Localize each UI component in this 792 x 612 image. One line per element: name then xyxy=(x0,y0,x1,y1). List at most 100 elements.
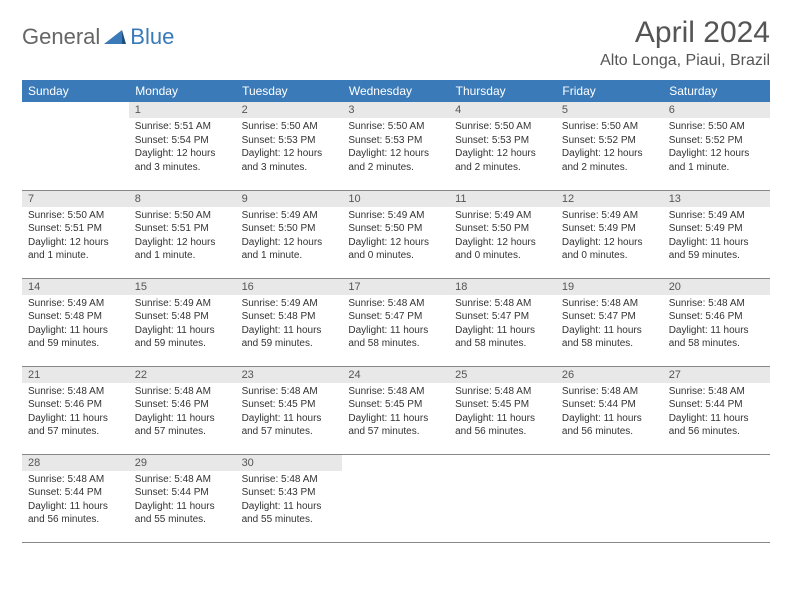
sunrise-text: Sunrise: 5:48 AM xyxy=(455,385,550,399)
daylight-text: Daylight: 11 hours and 58 minutes. xyxy=(348,324,443,351)
calendar-day-cell: 10Sunrise: 5:49 AMSunset: 5:50 PMDayligh… xyxy=(342,190,449,278)
calendar-day-cell: 19Sunrise: 5:48 AMSunset: 5:47 PMDayligh… xyxy=(556,278,663,366)
sunset-text: Sunset: 5:46 PM xyxy=(135,398,230,412)
calendar-day-cell: 22 Sunrise: 5:48 AMSunset: 5:46 PMDayligh… xyxy=(129,366,236,454)
day-body: Sunrise: 5:48 AMSunset: 5:44 PMDaylight:… xyxy=(22,471,129,531)
sunset-text: Sunset: 5:52 PM xyxy=(669,134,764,148)
sunrise-text: Sunrise: 5:48 AM xyxy=(28,473,123,487)
daylight-text: Daylight: 11 hours and 56 minutes. xyxy=(28,500,123,527)
sunrise-text: Sunrise: 5:49 AM xyxy=(242,209,337,223)
calendar-day-cell: 16 Sunrise: 5:49 AMSunset: 5:48 PMDayligh… xyxy=(236,278,343,366)
day-body: Sunrise: 5:51 AMSunset: 5:54 PMDaylight:… xyxy=(129,118,236,178)
day-body: Sunrise: 5:49 AMSunset: 5:49 PMDaylight:… xyxy=(556,207,663,267)
day-body: Sunrise: 5:48 AMSunset: 5:46 PMDaylight:… xyxy=(663,295,770,355)
day-body: Sunrise: 5:50 AMSunset: 5:51 PMDaylight:… xyxy=(129,207,236,267)
day-body: Sunrise: 5:50 AMSunset: 5:53 PMDaylight:… xyxy=(449,118,556,178)
day-number: 12 xyxy=(556,191,663,207)
day-number: 9 xyxy=(236,191,343,207)
calendar-day-cell: 24Sunrise: 5:48 AMSunset: 5:45 PMDayligh… xyxy=(342,366,449,454)
day-number: 3 xyxy=(342,102,449,118)
day-number: 22 xyxy=(129,367,236,383)
day-number: 17 xyxy=(342,279,449,295)
sunset-text: Sunset: 5:46 PM xyxy=(28,398,123,412)
title-block: April 2024 Alto Longa, Piaui, Brazil xyxy=(600,16,770,70)
calendar-day-cell: 17Sunrise: 5:48 AMSunset: 5:47 PMDayligh… xyxy=(342,278,449,366)
day-body: Sunrise: 5:48 AMSunset: 5:47 PMDaylight:… xyxy=(449,295,556,355)
sunset-text: Sunset: 5:48 PM xyxy=(28,310,123,324)
sunset-text: Sunset: 5:49 PM xyxy=(669,222,764,236)
calendar-day-cell: 8Sunrise: 5:50 AMSunset: 5:51 PMDaylight… xyxy=(129,190,236,278)
calendar-day-cell: 27Sunrise: 5:48 AMSunset: 5:44 PMDayligh… xyxy=(663,366,770,454)
sunset-text: Sunset: 5:45 PM xyxy=(242,398,337,412)
day-body: Sunrise: 5:49 AMSunset: 5:50 PMDaylight:… xyxy=(449,207,556,267)
daylight-text: Daylight: 11 hours and 57 minutes. xyxy=(28,412,123,439)
daylight-text: Daylight: 12 hours and 2 minutes. xyxy=(455,147,550,174)
day-number: 2 xyxy=(236,102,343,118)
calendar-week-row: 1Sunrise: 5:51 AMSunset: 5:54 PMDaylight… xyxy=(22,102,770,190)
day-body: Sunrise: 5:48 AMSunset: 5:45 PMDaylight:… xyxy=(342,383,449,443)
sunset-text: Sunset: 5:51 PM xyxy=(28,222,123,236)
day-number: 23 xyxy=(236,367,343,383)
calendar-day-cell: 15Sunrise: 5:49 AMSunset: 5:48 PMDayligh… xyxy=(129,278,236,366)
calendar-day-cell: 14Sunrise: 5:49 AMSunset: 5:48 PMDayligh… xyxy=(22,278,129,366)
daylight-text: Daylight: 12 hours and 3 minutes. xyxy=(242,147,337,174)
daylight-text: Daylight: 11 hours and 58 minutes. xyxy=(455,324,550,351)
daylight-text: Daylight: 11 hours and 57 minutes. xyxy=(348,412,443,439)
sunset-text: Sunset: 5:44 PM xyxy=(135,486,230,500)
logo-triangle-icon xyxy=(104,24,126,50)
sunrise-text: Sunrise: 5:50 AM xyxy=(455,120,550,134)
daylight-text: Daylight: 12 hours and 0 minutes. xyxy=(455,236,550,263)
sunrise-text: Sunrise: 5:48 AM xyxy=(669,385,764,399)
calendar-week-row: 7Sunrise: 5:50 AMSunset: 5:51 PMDaylight… xyxy=(22,190,770,278)
day-number: 26 xyxy=(556,367,663,383)
sunset-text: Sunset: 5:44 PM xyxy=(669,398,764,412)
daylight-text: Daylight: 11 hours and 57 minutes. xyxy=(135,412,230,439)
day-number: 11 xyxy=(449,191,556,207)
sunset-text: Sunset: 5:44 PM xyxy=(28,486,123,500)
header: General Blue April 2024 Alto Longa, Piau… xyxy=(22,16,770,70)
day-body: Sunrise: 5:50 AMSunset: 5:52 PMDaylight:… xyxy=(556,118,663,178)
calendar-day-cell: 5Sunrise: 5:50 AMSunset: 5:52 PMDaylight… xyxy=(556,102,663,190)
logo-text-blue: Blue xyxy=(130,24,174,50)
calendar-day-cell: 1Sunrise: 5:51 AMSunset: 5:54 PMDaylight… xyxy=(129,102,236,190)
day-body: Sunrise: 5:49 AMSunset: 5:50 PMDaylight:… xyxy=(236,207,343,267)
day-number: 8 xyxy=(129,191,236,207)
sunrise-text: Sunrise: 5:51 AM xyxy=(135,120,230,134)
sunrise-text: Sunrise: 5:49 AM xyxy=(455,209,550,223)
sunset-text: Sunset: 5:45 PM xyxy=(348,398,443,412)
calendar-week-row: 14Sunrise: 5:49 AMSunset: 5:48 PMDayligh… xyxy=(22,278,770,366)
daylight-text: Daylight: 12 hours and 1 minute. xyxy=(28,236,123,263)
sunset-text: Sunset: 5:48 PM xyxy=(242,310,337,324)
daylight-text: Daylight: 11 hours and 59 minutes. xyxy=(135,324,230,351)
sunset-text: Sunset: 5:50 PM xyxy=(455,222,550,236)
sunrise-text: Sunrise: 5:48 AM xyxy=(348,385,443,399)
daylight-text: Daylight: 11 hours and 55 minutes. xyxy=(135,500,230,527)
daylight-text: Daylight: 12 hours and 1 minute. xyxy=(669,147,764,174)
day-body: Sunrise: 5:50 AMSunset: 5:53 PMDaylight:… xyxy=(236,118,343,178)
calendar-day-cell: 13Sunrise: 5:49 AMSunset: 5:49 PMDayligh… xyxy=(663,190,770,278)
sunrise-text: Sunrise: 5:49 AM xyxy=(669,209,764,223)
daylight-text: Daylight: 11 hours and 59 minutes. xyxy=(242,324,337,351)
sunrise-text: Sunrise: 5:48 AM xyxy=(455,297,550,311)
sunrise-text: Sunrise: 5:50 AM xyxy=(669,120,764,134)
day-number: 15 xyxy=(129,279,236,295)
weekday-header: Wednesday xyxy=(342,80,449,102)
sunrise-text: Sunrise: 5:48 AM xyxy=(562,297,657,311)
daylight-text: Daylight: 12 hours and 0 minutes. xyxy=(562,236,657,263)
sunset-text: Sunset: 5:52 PM xyxy=(562,134,657,148)
sunrise-text: Sunrise: 5:48 AM xyxy=(135,385,230,399)
weekday-header: Sunday xyxy=(22,80,129,102)
day-number: 1 xyxy=(129,102,236,118)
day-body: Sunrise: 5:48 AMSunset: 5:47 PMDaylight:… xyxy=(342,295,449,355)
sunset-text: Sunset: 5:51 PM xyxy=(135,222,230,236)
calendar-day-cell xyxy=(342,454,449,542)
day-number: 7 xyxy=(22,191,129,207)
day-number: 13 xyxy=(663,191,770,207)
day-body: Sunrise: 5:49 AMSunset: 5:50 PMDaylight:… xyxy=(342,207,449,267)
day-number: 5 xyxy=(556,102,663,118)
day-body: Sunrise: 5:50 AMSunset: 5:53 PMDaylight:… xyxy=(342,118,449,178)
sunrise-text: Sunrise: 5:49 AM xyxy=(242,297,337,311)
logo: General Blue xyxy=(22,16,174,50)
day-number: 16 xyxy=(236,279,343,295)
day-body: Sunrise: 5:48 AMSunset: 5:44 PMDaylight:… xyxy=(556,383,663,443)
